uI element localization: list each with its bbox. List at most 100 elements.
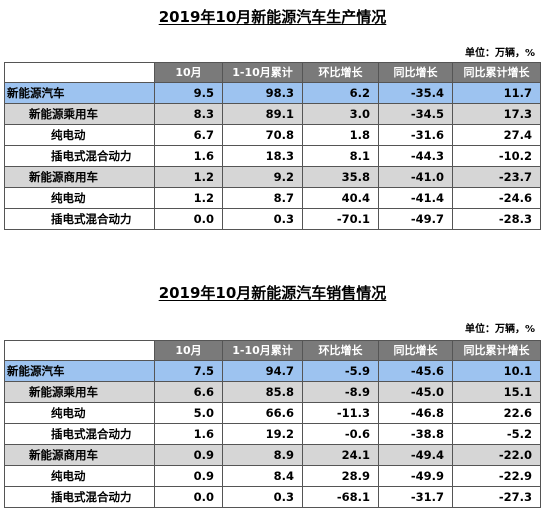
value-cell: 6.6 xyxy=(154,381,223,403)
value-cell: -70.1 xyxy=(302,208,379,230)
value-cell: -8.9 xyxy=(302,381,379,403)
value-cell: 66.6 xyxy=(222,402,303,424)
table-row: 插电式混合动力 0.0 0.3 -68.1 -31.7 -27.3 xyxy=(4,486,541,508)
value-cell: 94.7 xyxy=(222,360,303,382)
row-label: 新能源商用车 xyxy=(4,444,155,466)
value-cell: 1.8 xyxy=(302,124,379,146)
column-header: 同比增长 xyxy=(378,62,453,83)
value-cell: 22.6 xyxy=(452,402,541,424)
value-cell: 0.0 xyxy=(154,486,223,508)
value-cell: 17.3 xyxy=(452,103,541,125)
value-cell: 8.1 xyxy=(302,145,379,167)
row-label: 新能源汽车 xyxy=(4,82,155,104)
value-cell: 9.5 xyxy=(154,82,223,104)
table-header-row: 10月 1-10月累计 环比增长 同比增长 同比累计增长 xyxy=(4,62,541,83)
value-cell: -31.6 xyxy=(378,124,453,146)
column-header: 同比累计增长 xyxy=(452,340,541,361)
production-unit-label: 单位：万辆，% xyxy=(464,48,535,59)
row-label: 新能源乘用车 xyxy=(4,103,155,125)
value-cell: 0.9 xyxy=(154,465,223,487)
value-cell: -5.9 xyxy=(302,360,379,382)
value-cell: -11.3 xyxy=(302,402,379,424)
table-row: 新能源汽车 9.5 98.3 6.2 -35.4 11.7 xyxy=(4,82,541,104)
value-cell: -41.4 xyxy=(378,187,453,209)
value-cell: 1.6 xyxy=(154,423,223,445)
value-cell: 40.4 xyxy=(302,187,379,209)
value-cell: 1.6 xyxy=(154,145,223,167)
production-table: 10月 1-10月累计 环比增长 同比增长 同比累计增长 新能源汽车 9.5 98.… xyxy=(4,62,541,230)
row-label: 纯电动 xyxy=(4,402,155,424)
table-row: 新能源商用车 1.2 9.2 35.8 -41.0 -23.7 xyxy=(4,166,541,188)
row-label: 新能源汽车 xyxy=(4,360,155,382)
value-cell: 0.3 xyxy=(222,486,303,508)
table-row: 纯电动 1.2 8.7 40.4 -41.4 -24.6 xyxy=(4,187,541,209)
table-row: 新能源汽车 7.5 94.7 -5.9 -45.6 10.1 xyxy=(4,360,541,382)
value-cell: 7.5 xyxy=(154,360,223,382)
table-header-row: 10月 1-10月累计 环比增长 同比增长 同比累计增长 xyxy=(4,340,541,361)
production-title: 2019年10月新能源汽车生产情况 xyxy=(158,8,387,26)
value-cell: -49.7 xyxy=(378,208,453,230)
value-cell: 8.9 xyxy=(222,444,303,466)
sales-table-body: 新能源汽车 7.5 94.7 -5.9 -45.6 10.1 新能源乘用车 6.6 85.8 -8… xyxy=(4,360,541,508)
value-cell: 6.2 xyxy=(302,82,379,104)
value-cell: 15.1 xyxy=(452,381,541,403)
value-cell: 35.8 xyxy=(302,166,379,188)
value-cell: -0.6 xyxy=(302,423,379,445)
row-label: 插电式混合动力 xyxy=(4,145,155,167)
row-label: 新能源乘用车 xyxy=(4,381,155,403)
value-cell: -45.0 xyxy=(378,381,453,403)
row-label: 插电式混合动力 xyxy=(4,423,155,445)
value-cell: 0.3 xyxy=(222,208,303,230)
value-cell: 1.2 xyxy=(154,166,223,188)
row-label: 插电式混合动力 xyxy=(4,486,155,508)
table-row: 新能源乘用车 8.3 89.1 3.0 -34.5 17.3 xyxy=(4,103,541,125)
value-cell: -10.2 xyxy=(452,145,541,167)
column-header: 10月 xyxy=(154,340,223,361)
value-cell: -27.3 xyxy=(452,486,541,508)
value-cell: 10.1 xyxy=(452,360,541,382)
value-cell: 8.4 xyxy=(222,465,303,487)
value-cell: 1.2 xyxy=(154,187,223,209)
value-cell: 9.2 xyxy=(222,166,303,188)
value-cell: -49.4 xyxy=(378,444,453,466)
value-cell: -23.7 xyxy=(452,166,541,188)
table-row: 插电式混合动力 1.6 19.2 -0.6 -38.8 -5.2 xyxy=(4,423,541,445)
value-cell: -22.9 xyxy=(452,465,541,487)
value-cell: 8.7 xyxy=(222,187,303,209)
value-cell: 0.0 xyxy=(154,208,223,230)
table-row: 插电式混合动力 0.0 0.3 -70.1 -49.7 -28.3 xyxy=(4,208,541,230)
column-header: 1-10月累计 xyxy=(222,62,303,83)
value-cell: -44.3 xyxy=(378,145,453,167)
value-cell: 3.0 xyxy=(302,103,379,125)
table-row: 新能源商用车 0.9 8.9 24.1 -49.4 -22.0 xyxy=(4,444,541,466)
value-cell: -34.5 xyxy=(378,103,453,125)
row-label: 纯电动 xyxy=(4,465,155,487)
value-cell: 6.7 xyxy=(154,124,223,146)
column-header: 环比增长 xyxy=(302,62,379,83)
value-cell: 11.7 xyxy=(452,82,541,104)
row-label: 插电式混合动力 xyxy=(4,208,155,230)
value-cell: 19.2 xyxy=(222,423,303,445)
value-cell: -28.3 xyxy=(452,208,541,230)
value-cell: -41.0 xyxy=(378,166,453,188)
column-header: 10月 xyxy=(154,62,223,83)
value-cell: -38.8 xyxy=(378,423,453,445)
value-cell: -45.6 xyxy=(378,360,453,382)
sales-unit-label: 单位：万辆，% xyxy=(464,324,535,335)
column-header: 同比增长 xyxy=(378,340,453,361)
value-cell: 28.9 xyxy=(302,465,379,487)
header-blank-cell xyxy=(4,340,155,361)
value-cell: 89.1 xyxy=(222,103,303,125)
value-cell: -68.1 xyxy=(302,486,379,508)
value-cell: -5.2 xyxy=(452,423,541,445)
value-cell: 70.8 xyxy=(222,124,303,146)
value-cell: 8.3 xyxy=(154,103,223,125)
table-row: 纯电动 6.7 70.8 1.8 -31.6 27.4 xyxy=(4,124,541,146)
value-cell: 0.9 xyxy=(154,444,223,466)
row-label: 纯电动 xyxy=(4,187,155,209)
value-cell: -31.7 xyxy=(378,486,453,508)
column-header: 环比增长 xyxy=(302,340,379,361)
value-cell: 85.8 xyxy=(222,381,303,403)
sales-table: 10月 1-10月累计 环比增长 同比增长 同比累计增长 新能源汽车 7.5 94.… xyxy=(4,340,541,508)
sales-title: 2019年10月新能源汽车销售情况 xyxy=(158,284,387,302)
